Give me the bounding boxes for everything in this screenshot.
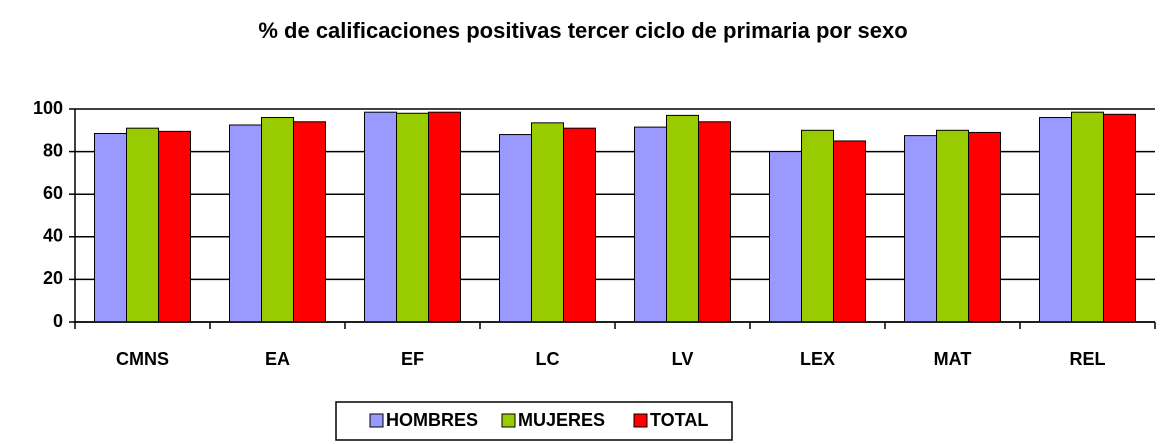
x-tick-label: LC xyxy=(536,349,560,369)
bar xyxy=(968,131,1001,323)
bar xyxy=(563,127,596,323)
bar xyxy=(229,124,262,323)
bar xyxy=(499,134,532,323)
y-tick-label: 80 xyxy=(43,140,63,160)
bar xyxy=(833,140,866,323)
x-tick-label: REL xyxy=(1070,349,1106,369)
bar xyxy=(1103,113,1136,323)
bar xyxy=(698,121,731,323)
bar xyxy=(396,112,429,323)
legend-box xyxy=(335,401,733,441)
bar xyxy=(1039,117,1072,323)
bar xyxy=(126,127,159,323)
y-tick-label: 0 xyxy=(53,311,63,331)
bar xyxy=(666,114,699,323)
bar xyxy=(769,151,802,323)
bar xyxy=(1071,111,1104,323)
bar xyxy=(634,126,667,323)
x-tick-label: LEX xyxy=(800,349,835,369)
legend-swatch xyxy=(633,413,648,428)
bar xyxy=(364,111,397,323)
bar xyxy=(531,122,564,323)
y-tick-label: 100 xyxy=(33,98,63,118)
bar xyxy=(936,129,969,323)
y-tick-label: 20 xyxy=(43,268,63,288)
chart-title: % de calificaciones positivas tercer cic… xyxy=(258,18,907,43)
legend-label: TOTAL xyxy=(650,410,708,430)
bar xyxy=(428,111,461,323)
legend-swatch xyxy=(369,413,384,428)
bar xyxy=(293,121,326,323)
x-tick-label: CMNS xyxy=(116,349,169,369)
legend-label: HOMBRES xyxy=(386,410,478,430)
bar xyxy=(801,129,834,323)
x-tick-label: LV xyxy=(672,349,694,369)
y-tick-label: 60 xyxy=(43,183,63,203)
x-tick-label: EA xyxy=(265,349,290,369)
legend-label: MUJERES xyxy=(518,410,605,430)
x-tick-label: EF xyxy=(401,349,424,369)
bar xyxy=(261,117,294,323)
bar xyxy=(904,135,937,323)
y-tick-label: 40 xyxy=(43,226,63,246)
legend-swatch xyxy=(501,413,516,428)
bar xyxy=(158,130,191,323)
bar xyxy=(94,132,127,323)
x-tick-label: MAT xyxy=(934,349,972,369)
